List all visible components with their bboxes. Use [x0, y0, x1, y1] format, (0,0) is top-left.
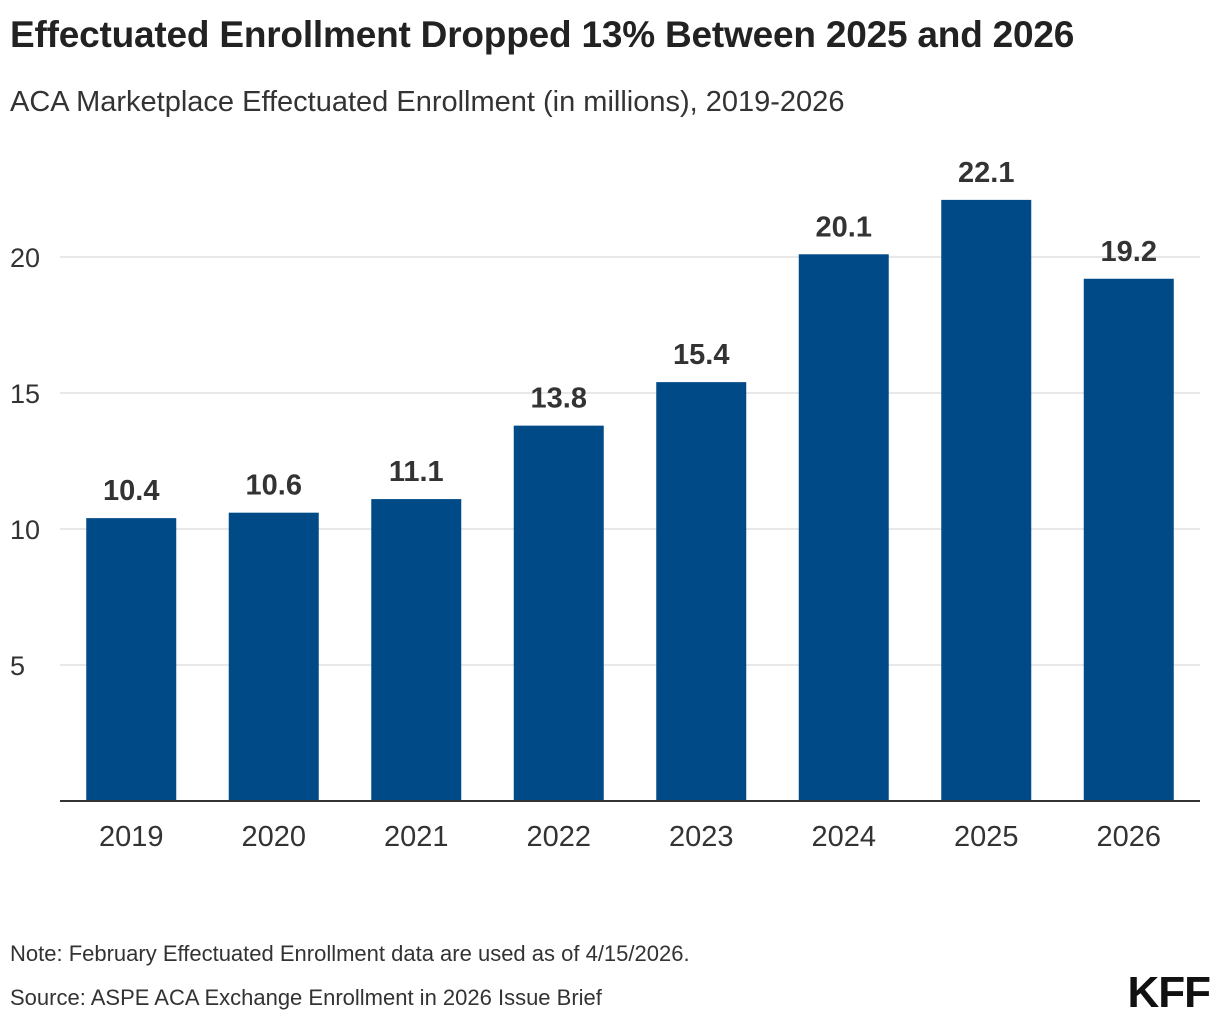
y-tick-label: 5: [10, 651, 25, 681]
y-tick-label: 10: [10, 515, 40, 545]
y-tick-label: 20: [10, 243, 40, 273]
bar: [656, 382, 747, 801]
data-label: 22.1: [958, 157, 1014, 189]
kff-logo: KFF: [1127, 968, 1211, 1017]
chart-title: Effectuated Enrollment Dropped 13% Betwe…: [10, 14, 1075, 55]
chart-subtitle: ACA Marketplace Effectuated Enrollment (…: [10, 86, 845, 118]
x-tick-label: 2022: [526, 821, 591, 853]
data-label: 11.1: [389, 456, 444, 488]
bar: [228, 512, 319, 801]
data-label: 13.8: [531, 383, 587, 415]
data-label: 19.2: [1101, 236, 1157, 268]
x-tick-label: 2023: [669, 821, 734, 853]
chart-note: Note: February Effectuated Enrollment da…: [10, 941, 690, 966]
bar-chart: 5 10 15 20 10.4 2019 10.6 2020 11.1 2021 13.8 2022 1…: [10, 157, 1200, 853]
bar: [941, 199, 1032, 801]
x-tick-label: 2020: [241, 821, 306, 853]
bar: [513, 425, 604, 801]
data-label: 10.6: [246, 470, 302, 502]
data-label: 20.1: [816, 211, 872, 243]
bar: [371, 499, 462, 801]
data-label: 10.4: [103, 475, 159, 507]
chart-source: Source: ASPE ACA Exchange Enrollment in …: [10, 985, 602, 1010]
y-tick-label: 15: [10, 379, 40, 409]
bar: [798, 254, 889, 801]
x-tick-label: 2025: [954, 821, 1019, 853]
x-tick-label: 2019: [99, 821, 164, 853]
data-label: 15.4: [673, 339, 729, 371]
bar: [86, 518, 177, 801]
x-tick-label: 2026: [1096, 821, 1161, 853]
x-tick-label: 2021: [384, 821, 449, 853]
x-tick-label: 2024: [811, 821, 876, 853]
bar: [1083, 278, 1174, 801]
